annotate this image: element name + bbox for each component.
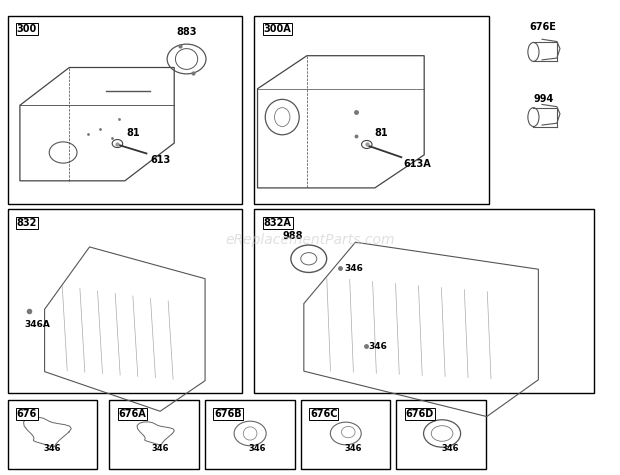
- Text: 346: 346: [152, 444, 169, 453]
- Bar: [205, 400, 294, 469]
- Text: eReplacementParts.com: eReplacementParts.com: [225, 233, 395, 247]
- Bar: [7, 16, 242, 204]
- Text: 346: 346: [369, 342, 388, 351]
- Text: 346: 346: [344, 264, 363, 273]
- Text: 346: 346: [43, 444, 61, 453]
- Text: 676C: 676C: [310, 409, 337, 419]
- Text: 613: 613: [151, 155, 171, 165]
- Bar: [301, 400, 390, 469]
- Text: 676B: 676B: [215, 409, 242, 419]
- Text: 676: 676: [17, 409, 37, 419]
- Bar: [109, 400, 199, 469]
- Text: 994: 994: [533, 94, 554, 104]
- Text: 81: 81: [126, 128, 140, 138]
- Text: 346: 346: [249, 444, 266, 453]
- Text: 676E: 676E: [530, 22, 557, 32]
- Bar: [254, 209, 594, 393]
- Text: 988: 988: [283, 231, 303, 241]
- Text: 346: 346: [345, 444, 362, 453]
- Text: 613A: 613A: [404, 159, 432, 169]
- Text: 346: 346: [441, 444, 459, 453]
- Bar: [254, 16, 489, 204]
- Bar: [7, 400, 97, 469]
- Text: 81: 81: [375, 128, 389, 138]
- Text: 300A: 300A: [264, 24, 291, 34]
- Text: 676D: 676D: [405, 409, 434, 419]
- Bar: [396, 400, 486, 469]
- Text: 883: 883: [176, 27, 197, 37]
- Text: 832: 832: [17, 218, 37, 228]
- Text: 300: 300: [17, 24, 37, 34]
- Text: 832A: 832A: [264, 218, 291, 228]
- Bar: [7, 209, 242, 393]
- Text: 676A: 676A: [118, 409, 146, 419]
- Text: 346A: 346A: [25, 320, 51, 329]
